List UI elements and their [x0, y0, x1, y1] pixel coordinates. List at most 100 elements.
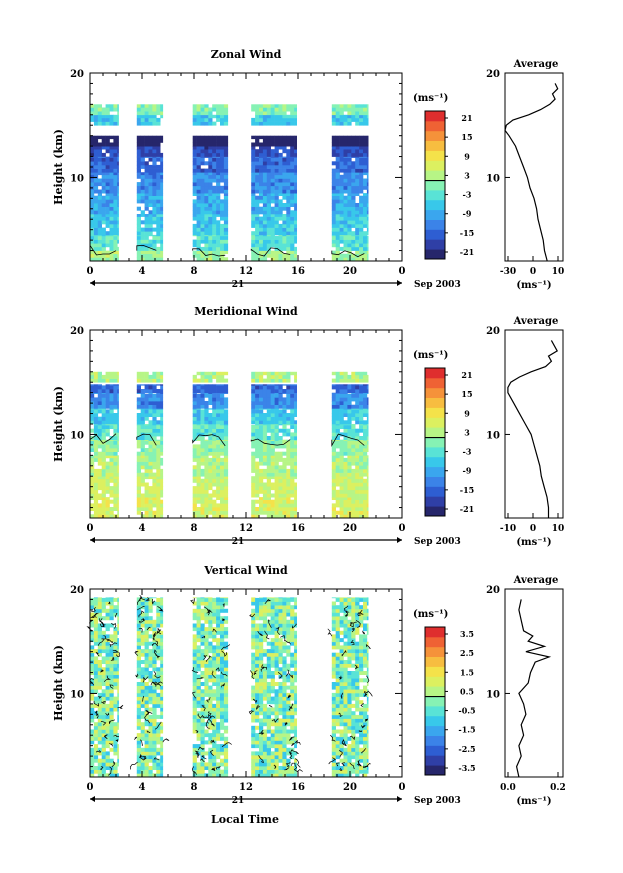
heatmap-cell [363, 451, 368, 456]
heatmap-cell [144, 597, 149, 599]
heatmap-cell [148, 210, 153, 215]
heatmap-cell [351, 220, 356, 225]
x-tick-label: 8 [191, 266, 198, 277]
heatmap-cell [105, 674, 110, 679]
heatmap-cell [335, 413, 340, 417]
heatmap-cell [339, 138, 344, 143]
heatmap-cell [144, 416, 149, 421]
heatmap-cell [251, 392, 256, 394]
heatmap-cell [294, 392, 297, 394]
heatmap-cell [113, 164, 118, 169]
heatmap-cell [192, 489, 197, 494]
heatmap-cell [204, 135, 209, 140]
heatmap-cell [97, 740, 102, 745]
heatmap-cell [339, 195, 344, 200]
heatmap-cell [266, 451, 271, 456]
heatmap-cell [216, 408, 221, 410]
heatmap-cell [216, 239, 221, 244]
y-tick-label: 20 [70, 326, 84, 337]
heatmap-cell [105, 755, 110, 760]
heatmap-cell [160, 682, 164, 686]
heatmap-cell [156, 104, 161, 108]
heatmap-cell [152, 736, 157, 741]
heatmap-cell [196, 223, 201, 228]
heatmap-cell [196, 397, 201, 402]
heatmap-cell [212, 451, 217, 456]
heatmap-cell [109, 117, 114, 122]
heatmap-cell [255, 203, 260, 207]
heatmap-cell [101, 425, 106, 429]
heatmap-cell [255, 111, 260, 116]
heatmap-cell [216, 393, 221, 398]
heatmap-cell [359, 195, 364, 200]
heatmap-cell [200, 696, 205, 701]
heatmap-cell [192, 448, 197, 452]
heatmap-cell [204, 199, 209, 204]
heatmap-cell [266, 486, 271, 491]
heatmap-cell [282, 161, 287, 166]
heatmap-cell [156, 725, 161, 730]
heatmap-cell [347, 178, 352, 183]
heatmap-cell [101, 468, 106, 473]
heatmap-cell [97, 168, 102, 173]
heatmap-cell [270, 493, 275, 498]
heatmap-cell [331, 210, 336, 215]
heatmap-cell [339, 185, 344, 190]
heatmap-cell [282, 182, 287, 187]
heatmap-cell [359, 514, 364, 519]
heatmap-cell [262, 220, 268, 225]
heatmap-cell [136, 401, 141, 405]
heatmap-cell [335, 439, 340, 441]
heatmap-cell [251, 514, 256, 519]
heatmap-cell [90, 168, 95, 173]
panel-title: Meridional Wind [194, 305, 298, 318]
heatmap-cell [196, 448, 201, 452]
heatmap-cell [196, 416, 201, 421]
heatmap-cell [220, 432, 225, 437]
heatmap-cell [223, 514, 229, 519]
heatmap-cell [208, 499, 213, 504]
heatmap-cell [200, 385, 205, 390]
heatmap-cell [363, 440, 368, 445]
heatmap-cell [105, 663, 110, 668]
heatmap-cell [90, 692, 95, 697]
heatmap-cell [204, 385, 209, 390]
heatmap-cell [255, 465, 260, 470]
heatmap-cell [160, 645, 164, 650]
heatmap-cell [286, 164, 291, 169]
heatmap-cell [204, 416, 209, 421]
heatmap-cell [200, 601, 205, 606]
heatmap-cell [359, 114, 364, 119]
heatmap-cell [101, 634, 106, 639]
heatmap-cell [251, 206, 256, 211]
heatmap-cell [208, 432, 213, 437]
heatmap-cell [117, 425, 119, 429]
heatmap-cell [208, 216, 213, 221]
heatmap-cell [156, 714, 161, 719]
heatmap-cell [208, 507, 213, 511]
heatmap-cell [347, 409, 352, 414]
heatmap-cell [156, 722, 161, 727]
heatmap-cell [152, 685, 157, 690]
heatmap-cell [136, 206, 141, 211]
heatmap-cell [212, 472, 217, 477]
heatmap-cell [208, 156, 213, 158]
avg-x-tick-label: -10 [500, 524, 516, 534]
heatmap-cell [144, 428, 149, 433]
heatmap-cell [93, 234, 99, 237]
heatmap-cell [294, 378, 297, 383]
heatmap-cell [200, 193, 205, 196]
colorbar-swatch [425, 397, 445, 408]
heatmap-cell [278, 503, 283, 508]
heatmap-cell [117, 172, 119, 176]
heatmap-cell [144, 389, 149, 393]
heatmap-cell [335, 135, 340, 140]
heatmap-cell [262, 378, 268, 383]
heatmap-cell [255, 223, 260, 228]
heatmap-cell [136, 384, 141, 386]
heatmap-cell [90, 766, 95, 770]
heatmap-cell [251, 117, 256, 122]
heatmap-cell [136, 246, 141, 251]
heatmap-cell [113, 489, 118, 494]
heatmap-cell [113, 682, 118, 686]
